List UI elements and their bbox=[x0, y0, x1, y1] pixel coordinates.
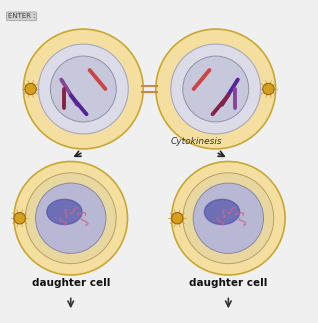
Circle shape bbox=[172, 162, 285, 275]
Circle shape bbox=[171, 44, 261, 134]
Circle shape bbox=[183, 56, 249, 122]
Circle shape bbox=[36, 183, 106, 254]
Text: daughter cell: daughter cell bbox=[31, 278, 110, 288]
Circle shape bbox=[156, 29, 276, 149]
Text: Cytokinesis: Cytokinesis bbox=[171, 137, 223, 145]
Polygon shape bbox=[204, 199, 240, 224]
Circle shape bbox=[172, 213, 183, 224]
Polygon shape bbox=[47, 199, 82, 224]
Circle shape bbox=[263, 83, 274, 95]
Circle shape bbox=[25, 83, 36, 95]
Circle shape bbox=[24, 29, 143, 149]
Text: ENTER :: ENTER : bbox=[8, 13, 35, 19]
Circle shape bbox=[193, 183, 264, 254]
Circle shape bbox=[14, 162, 128, 275]
Circle shape bbox=[14, 213, 25, 224]
Circle shape bbox=[38, 44, 128, 134]
Circle shape bbox=[183, 173, 274, 264]
Circle shape bbox=[25, 173, 116, 264]
Circle shape bbox=[51, 56, 116, 122]
Text: daughter cell: daughter cell bbox=[189, 278, 267, 288]
